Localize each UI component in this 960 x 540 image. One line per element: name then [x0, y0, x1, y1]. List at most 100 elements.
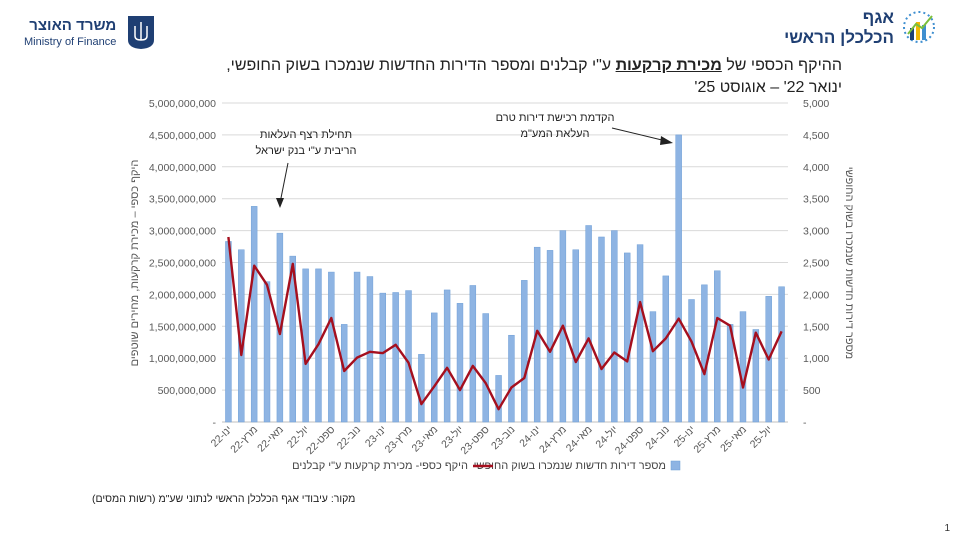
- ministry-name-he: משרד האוצר: [29, 16, 117, 34]
- bar: [328, 271, 335, 423]
- bar: [482, 313, 489, 423]
- bar: [366, 276, 374, 423]
- bar: [662, 275, 670, 423]
- bar: [392, 292, 399, 423]
- bar: [649, 311, 657, 423]
- x-tick-label: מרץ-22: [228, 424, 260, 456]
- bar: [572, 249, 579, 423]
- right-tick-label: 2,500: [803, 258, 829, 270]
- bar: [418, 354, 425, 423]
- right-tick-label: 4,000: [803, 162, 829, 174]
- left-tick-label: 2,000,000,000: [149, 289, 216, 301]
- bar: [675, 134, 682, 423]
- bar: [431, 312, 438, 423]
- bar: [752, 329, 760, 423]
- x-tick-label: מרץ-25: [691, 424, 723, 456]
- right-tick-label: 500: [803, 385, 821, 397]
- x-tick-label: מאי-22: [255, 424, 286, 455]
- bar: [379, 292, 387, 423]
- right-tick-label: 1,500: [803, 321, 829, 333]
- annotation-text: העלאת המע"מ: [520, 127, 589, 140]
- bar: [443, 289, 451, 423]
- annotation-text: הריבית ע"י בנק ישראל: [255, 144, 356, 157]
- right-tick-label: 3,500: [803, 194, 829, 206]
- annotation-arrow: [611, 127, 667, 142]
- legend-bar-label: מספר דירות חדשות שנמכרו בשוק החופשי: [474, 460, 666, 472]
- left-axis-title: היקף כספי – מכירת קרקעות, מחירים שוטפים: [129, 160, 141, 367]
- x-tick-label: נוב-24: [643, 424, 671, 452]
- title-emphasis: מכירת קרקעות: [615, 57, 722, 74]
- left-tick-label: 4,500,000,000: [149, 130, 216, 142]
- economist-logo: אגף הכלכלן הראשי: [784, 8, 938, 48]
- left-tick-label: 2,500,000,000: [149, 258, 216, 270]
- left-tick-label: 1,500,000,000: [149, 321, 216, 333]
- title-line2: ינואר 22' – אוגוסט 25': [694, 79, 842, 96]
- bar: [521, 280, 528, 423]
- bar: [456, 303, 464, 423]
- bar: [739, 311, 747, 423]
- dept-line1: אגף: [862, 8, 894, 27]
- bar: [623, 252, 631, 423]
- bar: [598, 236, 605, 423]
- bar: [611, 230, 618, 423]
- x-tick-label: מרץ-24: [537, 424, 569, 456]
- left-tick-label: 4,000,000,000: [149, 162, 216, 174]
- bar: [546, 250, 554, 423]
- left-tick-label: 500,000,000: [158, 385, 217, 397]
- annotation-arrowhead: [276, 198, 284, 208]
- right-axis-title: מספר דירות חדשות שנמכרו בשוק החופשי: [843, 167, 855, 359]
- title-part1: ההיקף הכספי של: [721, 57, 842, 74]
- x-tick-label: ספט-23: [458, 424, 491, 457]
- ministry-logo: משרד האוצר Ministry of Finance: [24, 14, 156, 50]
- bar: [495, 375, 502, 423]
- x-tick-label: מאי-23: [409, 424, 440, 455]
- page-number: 1: [944, 523, 950, 534]
- right-tick-label: 4,500: [803, 130, 829, 142]
- x-tick-label: מאי-24: [564, 424, 595, 455]
- title-part2: ע"י קבלנים ומספר הדירות החדשות שנמכרו בש…: [226, 57, 616, 74]
- x-tick-label: נוב-22: [335, 424, 363, 452]
- x-tick-label: ספט-22: [304, 424, 337, 457]
- right-tick-label: 3,000: [803, 226, 829, 238]
- line-series: [227, 236, 783, 411]
- x-tick-label: יול-25: [748, 424, 775, 451]
- left-tick-label: 1,000,000,000: [149, 353, 216, 365]
- bar: [714, 270, 721, 423]
- x-tick-label: ספט-24: [613, 424, 646, 457]
- bar: [225, 241, 232, 423]
- state-emblem-icon: [128, 16, 155, 49]
- bar: [405, 290, 412, 423]
- bar: [636, 244, 644, 423]
- bar: [250, 206, 258, 423]
- left-tick-label: 5,000,000,000: [149, 98, 216, 110]
- bar: [778, 286, 785, 423]
- bar: [340, 324, 348, 423]
- annotation-text: הקדמת רכישת דירות טרם: [496, 112, 615, 124]
- x-tick-label: נוב-23: [489, 424, 517, 452]
- left-tick-label: -: [213, 417, 217, 429]
- annotation-arrow: [279, 162, 289, 204]
- left-tick-label: 3,000,000,000: [149, 226, 216, 238]
- source-note: מקור: עיבודי אגף הכלכלן הראשי לנתוני שע"…: [92, 493, 356, 505]
- bar: [701, 284, 708, 423]
- dept-line2: הכלכלן הראשי: [784, 28, 894, 47]
- bar: [508, 334, 515, 423]
- bar: [353, 271, 361, 423]
- bar: [585, 225, 592, 423]
- right-tick-label: 5,000: [803, 98, 829, 110]
- chart-title: ההיקף הכספי של מכירת קרקעות ע"י קבלנים ו…: [122, 55, 842, 99]
- left-tick-label: 3,500,000,000: [149, 194, 216, 206]
- bar: [469, 285, 477, 423]
- legend-bar-swatch: [670, 460, 681, 471]
- annotation-arrowhead: [660, 136, 673, 145]
- bar: [263, 281, 271, 423]
- legend-line-label: היקף כספי- מכירת קרקעות ע"י קבלנים: [292, 459, 468, 472]
- bar: [289, 255, 296, 423]
- annotation-text: תחילת רצף העלאות: [260, 128, 352, 141]
- x-tick-label: מרץ-23: [383, 424, 415, 456]
- chief-economist-emblem-icon: [903, 11, 935, 43]
- x-tick-label: מאי-25: [718, 424, 749, 455]
- ministry-name-en: Ministry of Finance: [24, 35, 117, 48]
- right-tick-label: 2,000: [803, 289, 829, 301]
